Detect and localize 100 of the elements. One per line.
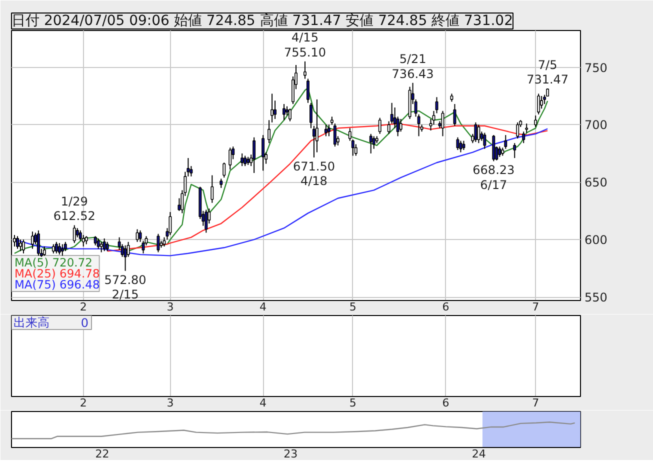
x-tick-label: 4 [260,300,267,314]
annotation: 4/15 755.10 [284,30,326,60]
candlestick [60,244,64,256]
candlestick [16,236,19,250]
x-tick-label: 23 [284,448,298,460]
candlestick [504,134,508,150]
candlestick [309,102,312,129]
candlestick [474,122,478,142]
annotation: 1/29 612.52 [53,194,96,224]
y-tick-label: 750 [584,60,608,75]
candlestick [453,104,456,126]
candlestick [516,122,520,139]
text: 7 [532,396,540,410]
x-tick-label: 3 [166,300,174,314]
text: 4 [260,396,267,410]
candlestick [100,241,103,253]
candlestick [54,241,58,254]
y-tick-label: 650 [584,176,608,190]
candlestick [286,106,288,116]
candlestick [306,78,310,104]
candlestick [324,124,328,137]
candlestick [222,162,226,178]
candlestick [240,152,244,167]
chart-title: 日付 2024/07/05 09:06 始値 724.85 高値 731.47 安値 724.85 終値 731.02 [12,13,513,29]
series-label: MA(5) 720.72 [14,256,92,270]
candlestick [210,174,214,204]
candlestick [76,228,79,238]
candlestick [534,115,538,128]
candlestick [399,118,402,132]
candlestick [36,230,40,256]
annotation: 5/21 736.43 [392,52,434,81]
candlestick [102,238,106,252]
candlestick [513,142,516,159]
candlestick [274,100,277,120]
candlestick [168,212,172,236]
candlestick [30,231,34,250]
candlestick [304,60,306,80]
candlestick [378,117,382,134]
candlestick [52,244,55,254]
candlestick [525,123,528,134]
candlestick [270,93,274,123]
text: 3 [166,396,174,410]
candlestick [462,140,466,150]
candlestick [64,241,67,252]
candlestick [288,108,292,122]
candlestick [312,125,316,158]
annotation: 671.50 4/18 [292,159,335,188]
text: 0 [80,316,89,330]
x-tick-label: 24 [472,448,486,460]
candlestick [82,234,85,247]
x-tick-label: 5 [349,300,356,314]
candlestick [96,238,100,250]
candlestick [22,239,25,254]
candlestick [138,230,142,242]
candlestick [204,209,208,234]
candlestick [498,146,502,158]
candlestick [333,123,336,148]
candlestick [492,134,496,162]
candlestick [72,224,76,244]
candlestick [456,136,460,150]
candlestick [106,241,109,252]
candlestick [537,93,540,115]
candlestick [477,124,480,144]
candlestick [372,136,376,150]
candlestick [354,144,358,156]
candlestick [136,228,139,242]
candlestick [42,246,46,256]
annotation: 7/5 731.47 [526,58,569,87]
candlestick [327,124,330,137]
candlestick [19,239,22,252]
candlestick [252,136,256,174]
candlestick [483,132,486,150]
candlestick [459,140,462,153]
annotation: 668.23 6/17 [472,163,515,192]
text: 6 [442,396,450,410]
candlestick [124,244,127,272]
candlestick [228,147,232,170]
candlestick [94,236,97,246]
candlestick [142,240,145,254]
x-tick-label: 2 [80,300,87,314]
annotation: 572.80 2/15 [104,272,146,302]
text: 2 [80,396,87,410]
candlestick [417,114,420,137]
candlestick [220,178,223,188]
y-tick-label: 700 [584,118,608,132]
series-label: MA(25) 694.78 [14,266,100,280]
y-tick-label: 550 [584,290,608,305]
candlestick [540,95,544,110]
candlestick [522,131,526,144]
candlestick [387,120,390,134]
text: 出来高 [14,316,50,330]
candlestick [390,102,394,124]
candlestick [268,120,271,144]
candlestick [369,133,372,154]
x-tick-label: 6 [442,300,450,314]
text: 5 [349,396,356,410]
candlestick [244,155,247,167]
y-tick-label: 600 [584,233,608,248]
candlestick [262,134,265,172]
text: MA(75) 696.48 [14,278,100,292]
